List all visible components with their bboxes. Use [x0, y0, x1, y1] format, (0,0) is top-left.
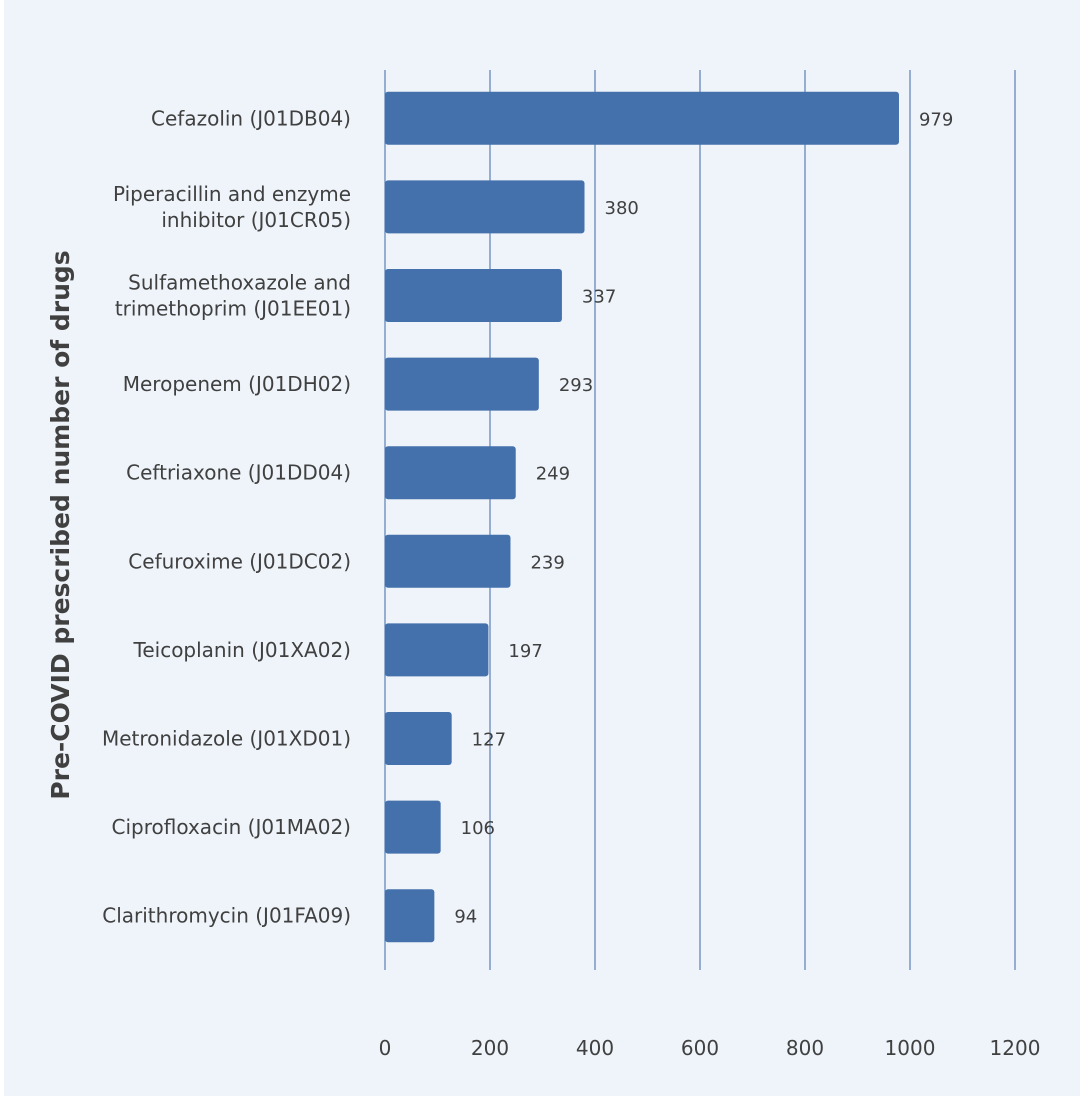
x-tick-label: 400 [576, 1036, 614, 1060]
data-label: 337 [582, 287, 616, 308]
x-tick-label: 1200 [990, 1036, 1041, 1060]
data-labels: 979 380 337 293 249 239 197 127 106 94 [454, 109, 953, 927]
category-label: Ciprofloxacin (J01MA02) [112, 815, 351, 839]
bar [385, 534, 511, 588]
x-tick-labels: 0 200 400 600 800 1000 1200 [379, 1036, 1041, 1060]
category-label: Teicoplanin (J01XA02) [133, 638, 351, 662]
bar [385, 269, 562, 322]
bar [385, 357, 539, 411]
category-labels: Cefazolin (J01DB04) Piperacillin and enzy… [102, 106, 351, 927]
data-label: 293 [559, 375, 593, 396]
bar [385, 623, 489, 677]
category-label: Ceftriaxone (J01DD04) [126, 461, 351, 485]
category-label: Cefuroxime (J01DC02) [128, 549, 351, 573]
data-label: 94 [454, 907, 477, 928]
x-tick-label: 1000 [885, 1036, 936, 1060]
y-axis-title: Pre-COVID prescribed number of drugs [46, 250, 75, 799]
data-label: 106 [461, 818, 495, 839]
data-label: 380 [605, 198, 639, 219]
category-label: Cefazolin (J01DB04) [151, 106, 351, 130]
bar [385, 712, 452, 765]
bar [385, 180, 585, 234]
data-label: 249 [536, 464, 570, 485]
bars [385, 91, 899, 943]
category-label: Clarithromycin (J01FA09) [102, 904, 351, 928]
category-label: Meropenem (J01DH02) [123, 372, 351, 396]
category-label: Piperacillin and enzyme inhibitor (J01CR0… [113, 182, 351, 232]
data-label: 979 [919, 109, 953, 130]
bar [385, 91, 899, 145]
x-tick-label: 200 [471, 1036, 509, 1060]
bar [385, 800, 441, 854]
data-label: 239 [530, 552, 564, 573]
data-label: 197 [508, 641, 542, 662]
bar [385, 889, 435, 943]
x-tick-label: 600 [681, 1036, 719, 1060]
bar [385, 446, 516, 500]
chart-panel: 979 380 337 293 249 239 197 127 106 94 Cefazolin … [4, 0, 1080, 1096]
bar-chart: 979 380 337 293 249 239 197 127 106 94 Cefazolin … [46, 70, 1041, 1060]
category-label: Sulfamethoxazole and trimethoprim (J01EE0… [115, 271, 351, 321]
data-label: 127 [472, 730, 506, 751]
x-tick-label: 0 [379, 1036, 392, 1060]
x-tick-label: 800 [786, 1036, 824, 1060]
category-label: Metronidazole (J01XD01) [102, 727, 351, 751]
